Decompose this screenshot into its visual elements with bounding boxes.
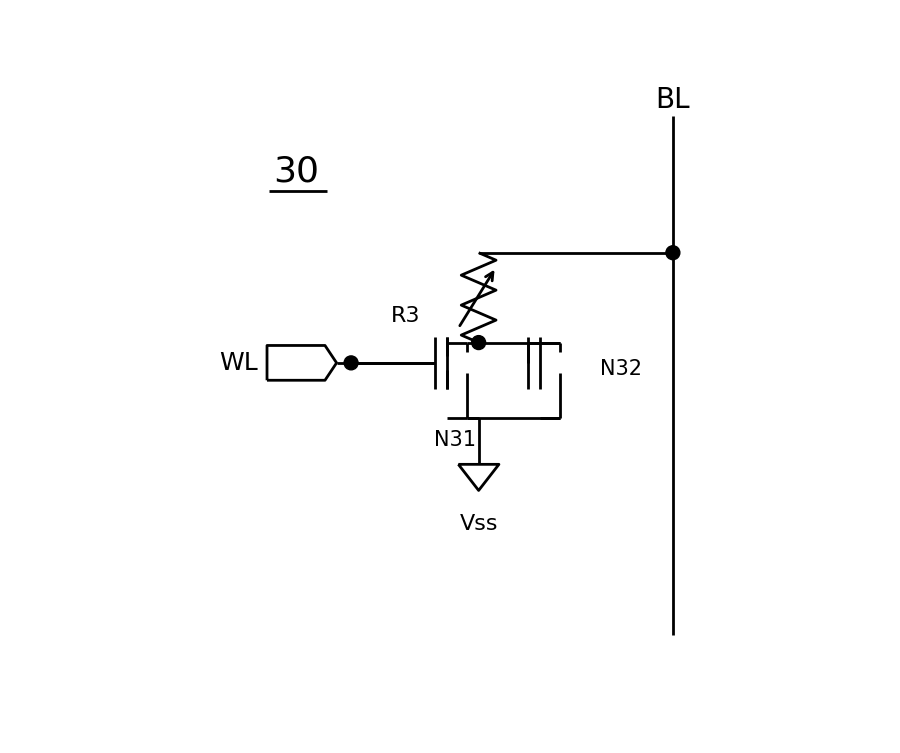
Text: Vss: Vss	[459, 514, 498, 534]
Text: N32: N32	[600, 358, 643, 379]
Text: 30: 30	[273, 155, 319, 189]
Text: WL: WL	[219, 351, 257, 375]
Circle shape	[472, 336, 486, 349]
Text: N31: N31	[435, 429, 476, 450]
Text: R3: R3	[392, 306, 420, 327]
Circle shape	[666, 245, 680, 260]
Circle shape	[344, 356, 358, 370]
Text: BL: BL	[655, 86, 690, 114]
